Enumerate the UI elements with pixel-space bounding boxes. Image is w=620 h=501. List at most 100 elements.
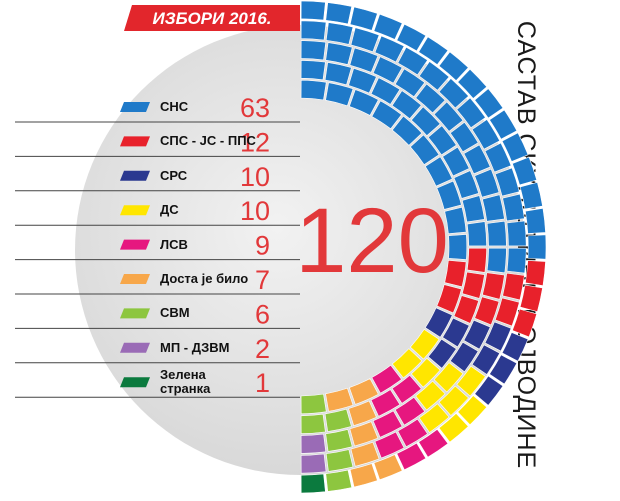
seat-count: 9: [255, 231, 270, 261]
seat: [349, 89, 379, 116]
seat: [424, 156, 453, 187]
seat: [410, 357, 441, 388]
legend-swatch: [120, 342, 150, 353]
seat: [324, 408, 352, 432]
seat-count: 10: [240, 162, 270, 192]
legend-swatch: [120, 239, 150, 250]
seat: [370, 77, 401, 105]
party-name: СПС - ЈС - ППС: [160, 133, 256, 149]
seat: [371, 100, 402, 130]
seat: [512, 156, 538, 186]
seat: [449, 341, 479, 373]
seat: [438, 385, 469, 416]
seat: [325, 429, 353, 452]
seat: [525, 260, 546, 286]
legend-swatch: [120, 308, 150, 319]
seat: [442, 146, 470, 177]
legend-swatch: [120, 274, 150, 284]
party-name: Зелена странка: [160, 367, 211, 397]
seat: [350, 27, 380, 53]
seat: [300, 20, 327, 41]
seat: [471, 119, 501, 150]
seat: [325, 449, 354, 472]
seat: [325, 42, 353, 65]
party-seats: [370, 364, 449, 471]
seat: [433, 362, 464, 393]
seat: [371, 364, 402, 394]
seat: [391, 90, 422, 120]
seat: [525, 208, 546, 234]
seat: [438, 413, 469, 443]
party-name: ДС: [160, 202, 179, 218]
seat: [506, 220, 527, 247]
seat: [456, 97, 486, 129]
seat: [391, 348, 423, 379]
seat: [300, 0, 326, 21]
seat: [427, 338, 457, 369]
seat: [397, 46, 428, 76]
seat: [373, 454, 403, 481]
seat: [374, 35, 405, 63]
seat: [415, 83, 446, 114]
seat: [372, 56, 403, 84]
seat: [436, 284, 462, 314]
seat: [374, 431, 405, 459]
seat: [461, 195, 485, 223]
party-seats: [325, 378, 403, 488]
seat: [325, 387, 354, 412]
seat-count: 6: [255, 299, 270, 329]
seat: [471, 344, 501, 375]
seat: [300, 393, 327, 415]
seat: [418, 36, 449, 66]
seat: [424, 307, 453, 338]
seat-count: 2: [255, 334, 270, 364]
seat: [300, 40, 327, 61]
party-name: МП - ДЗВМ: [160, 339, 230, 355]
seat: [391, 115, 423, 146]
legend-swatch: [120, 136, 150, 147]
seat: [438, 78, 469, 109]
seat: [409, 134, 440, 166]
seat: [300, 433, 327, 454]
party-seats: [300, 393, 354, 492]
total-seats: 120: [295, 190, 449, 292]
party-seats: [300, 473, 326, 494]
seat: [519, 181, 543, 210]
seat-count: 7: [255, 265, 270, 295]
seat-count: 1: [255, 368, 270, 398]
seat: [418, 428, 449, 458]
seat: [527, 234, 547, 260]
seat: [418, 61, 450, 91]
seat: [373, 13, 403, 40]
seat: [444, 206, 467, 234]
seat: [474, 296, 500, 326]
legend-swatch: [120, 102, 150, 112]
party-name: Доста је било: [160, 271, 249, 286]
seat: [348, 400, 377, 427]
seat: [300, 60, 326, 81]
seat: [394, 68, 426, 98]
party-seats: [300, 0, 547, 274]
party-seats: [436, 247, 546, 338]
seat: [300, 79, 327, 101]
seat: [506, 247, 527, 274]
seat: [448, 234, 468, 260]
seat: [409, 328, 440, 360]
seat: [349, 6, 378, 31]
seat: [474, 168, 500, 198]
seat: [348, 67, 377, 94]
seat: [433, 101, 464, 132]
seat: [474, 375, 504, 406]
legend-swatch: [120, 377, 150, 388]
seat: [300, 453, 327, 474]
seat: [494, 297, 520, 327]
seat: [449, 121, 479, 153]
seat: [427, 125, 457, 156]
seat: [466, 221, 487, 247]
seat: [463, 319, 491, 350]
seat: [391, 374, 422, 404]
seat: [502, 193, 525, 222]
seat: [325, 469, 353, 492]
seat: [486, 220, 507, 247]
seat: [438, 51, 469, 81]
